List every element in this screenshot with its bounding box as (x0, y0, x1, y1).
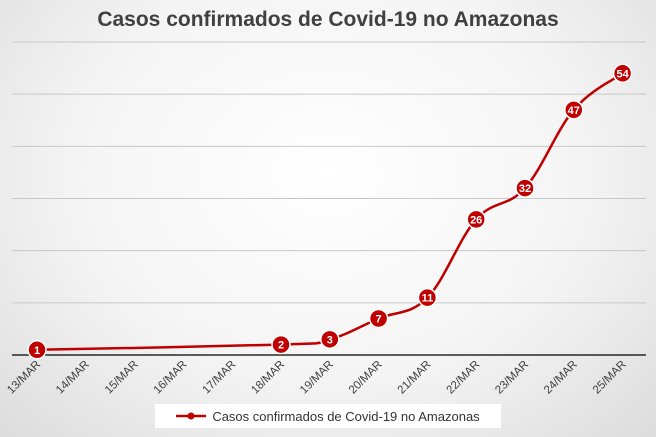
x-tick-label: 16/MAR (152, 359, 190, 397)
data-point: 26 (466, 209, 486, 230)
series-line (36, 72, 624, 352)
x-tick-label: 23/MAR (493, 359, 531, 397)
x-tick-label: 18/MAR (249, 359, 287, 397)
data-label: 1 (34, 345, 40, 357)
x-tick-label: 22/MAR (444, 359, 482, 397)
x-tick-label: 13/MAR (5, 359, 43, 397)
data-marker (515, 178, 535, 198)
data-marker (368, 308, 389, 329)
data-marker (466, 209, 486, 230)
data-label: 47 (568, 105, 580, 117)
x-axis-tick-labels: 13/MAR 14/MAR 15/MAR 16/MAR 17/MAR 18/MAR 19/M… (5, 359, 628, 397)
legend-swatch (176, 412, 207, 420)
data-point: 2 (271, 334, 291, 355)
x-tick-label: 24/MAR (542, 359, 580, 397)
x-tick-label: 17/MAR (200, 359, 238, 397)
data-label: 54 (616, 68, 629, 80)
x-tick-label: 20/MAR (347, 359, 385, 397)
data-marker (612, 63, 633, 84)
data-point: 54 (612, 63, 633, 84)
x-tick-label: 15/MAR (103, 359, 141, 397)
data-point: 47 (564, 100, 584, 120)
data-label: 32 (519, 183, 531, 195)
data-marker (564, 100, 584, 120)
data-label: 2 (278, 340, 284, 352)
data-label: 26 (470, 214, 482, 226)
data-label: 7 (376, 313, 382, 325)
x-tick-label: 14/MAR (54, 359, 92, 397)
data-marker (27, 340, 47, 360)
gridlines (12, 41, 646, 356)
legend-label: Casos confirmados de Covid-19 no Amazona… (212, 408, 480, 424)
data-marker (320, 329, 340, 350)
data-marker (271, 334, 291, 355)
x-tick-label: 21/MAR (396, 359, 434, 397)
data-label: 3 (327, 334, 333, 346)
data-label: 11 (422, 293, 434, 305)
data-point: 7 (368, 308, 389, 329)
data-point: 3 (320, 329, 340, 350)
data-marker (417, 287, 438, 308)
data-point: 32 (515, 178, 535, 198)
data-point: 1 (27, 340, 47, 360)
x-tick-label: 25/MAR (591, 359, 629, 397)
x-tick-label: 19/MAR (298, 359, 336, 397)
chart-title: Casos confirmados de Covid-19 no Amazona… (97, 8, 559, 31)
legend: Casos confirmados de Covid-19 no Amazona… (155, 404, 501, 428)
data-point: 11 (417, 287, 438, 308)
data-markers: 1 2 3 7 11 26 32 47 54 (27, 63, 633, 360)
